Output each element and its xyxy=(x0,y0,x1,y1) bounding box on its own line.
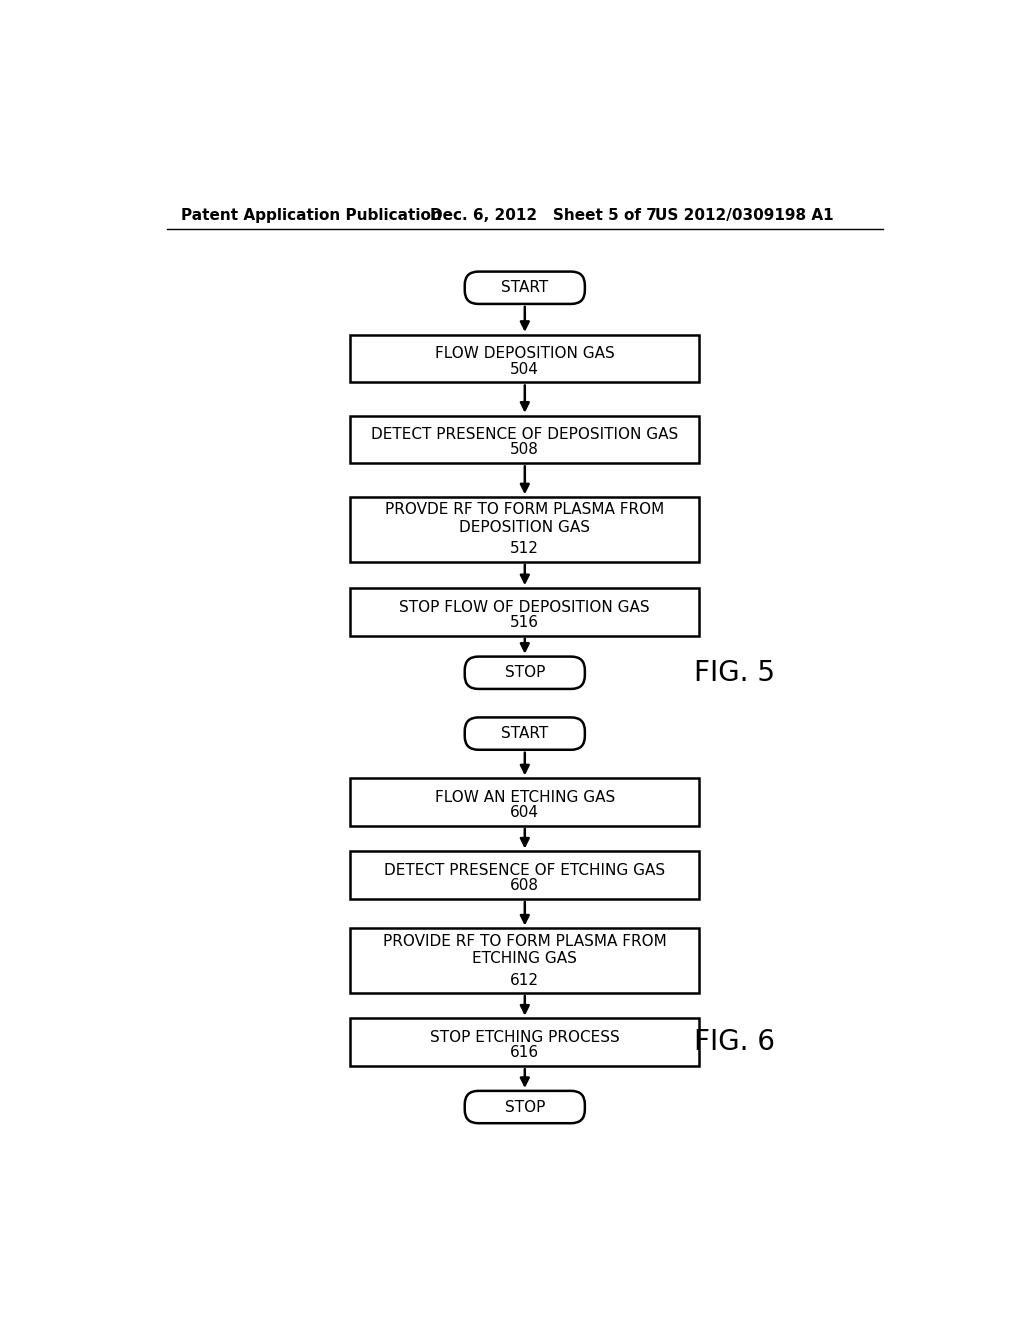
Text: DETECT PRESENCE OF ETCHING GAS: DETECT PRESENCE OF ETCHING GAS xyxy=(384,863,666,878)
Bar xyxy=(350,589,699,636)
Text: STOP: STOP xyxy=(505,665,545,680)
Text: Dec. 6, 2012   Sheet 5 of 7: Dec. 6, 2012 Sheet 5 of 7 xyxy=(430,207,657,223)
Text: STOP: STOP xyxy=(505,1100,545,1114)
Bar xyxy=(350,335,699,383)
Text: STOP FLOW OF DEPOSITION GAS: STOP FLOW OF DEPOSITION GAS xyxy=(399,599,650,615)
Text: 608: 608 xyxy=(510,878,540,894)
Bar xyxy=(350,851,699,899)
Text: Patent Application Publication: Patent Application Publication xyxy=(180,207,441,223)
Bar xyxy=(350,779,699,826)
Text: START: START xyxy=(501,280,549,296)
Text: US 2012/0309198 A1: US 2012/0309198 A1 xyxy=(655,207,834,223)
Text: 504: 504 xyxy=(510,362,540,376)
Bar xyxy=(350,416,699,463)
Text: STOP ETCHING PROCESS: STOP ETCHING PROCESS xyxy=(430,1030,620,1045)
Text: 604: 604 xyxy=(510,805,540,820)
Bar xyxy=(350,928,699,993)
Text: PROVIDE RF TO FORM PLASMA FROM
ETCHING GAS: PROVIDE RF TO FORM PLASMA FROM ETCHING G… xyxy=(383,933,667,966)
Text: PROVDE RF TO FORM PLASMA FROM
DEPOSITION GAS: PROVDE RF TO FORM PLASMA FROM DEPOSITION… xyxy=(385,503,665,535)
Text: START: START xyxy=(501,726,549,741)
Text: 512: 512 xyxy=(510,541,540,557)
Text: FLOW DEPOSITION GAS: FLOW DEPOSITION GAS xyxy=(435,346,614,362)
FancyBboxPatch shape xyxy=(465,718,585,750)
FancyBboxPatch shape xyxy=(465,656,585,689)
Bar xyxy=(350,498,699,562)
Text: 612: 612 xyxy=(510,973,540,987)
Text: 508: 508 xyxy=(510,442,540,458)
Text: 516: 516 xyxy=(510,615,540,630)
Text: FIG. 6: FIG. 6 xyxy=(693,1028,775,1056)
Text: 616: 616 xyxy=(510,1045,540,1060)
Bar xyxy=(350,1019,699,1067)
Text: FLOW AN ETCHING GAS: FLOW AN ETCHING GAS xyxy=(434,789,615,805)
Text: FIG. 5: FIG. 5 xyxy=(693,659,775,686)
Text: DETECT PRESENCE OF DEPOSITION GAS: DETECT PRESENCE OF DEPOSITION GAS xyxy=(371,428,679,442)
FancyBboxPatch shape xyxy=(465,272,585,304)
FancyBboxPatch shape xyxy=(465,1090,585,1123)
